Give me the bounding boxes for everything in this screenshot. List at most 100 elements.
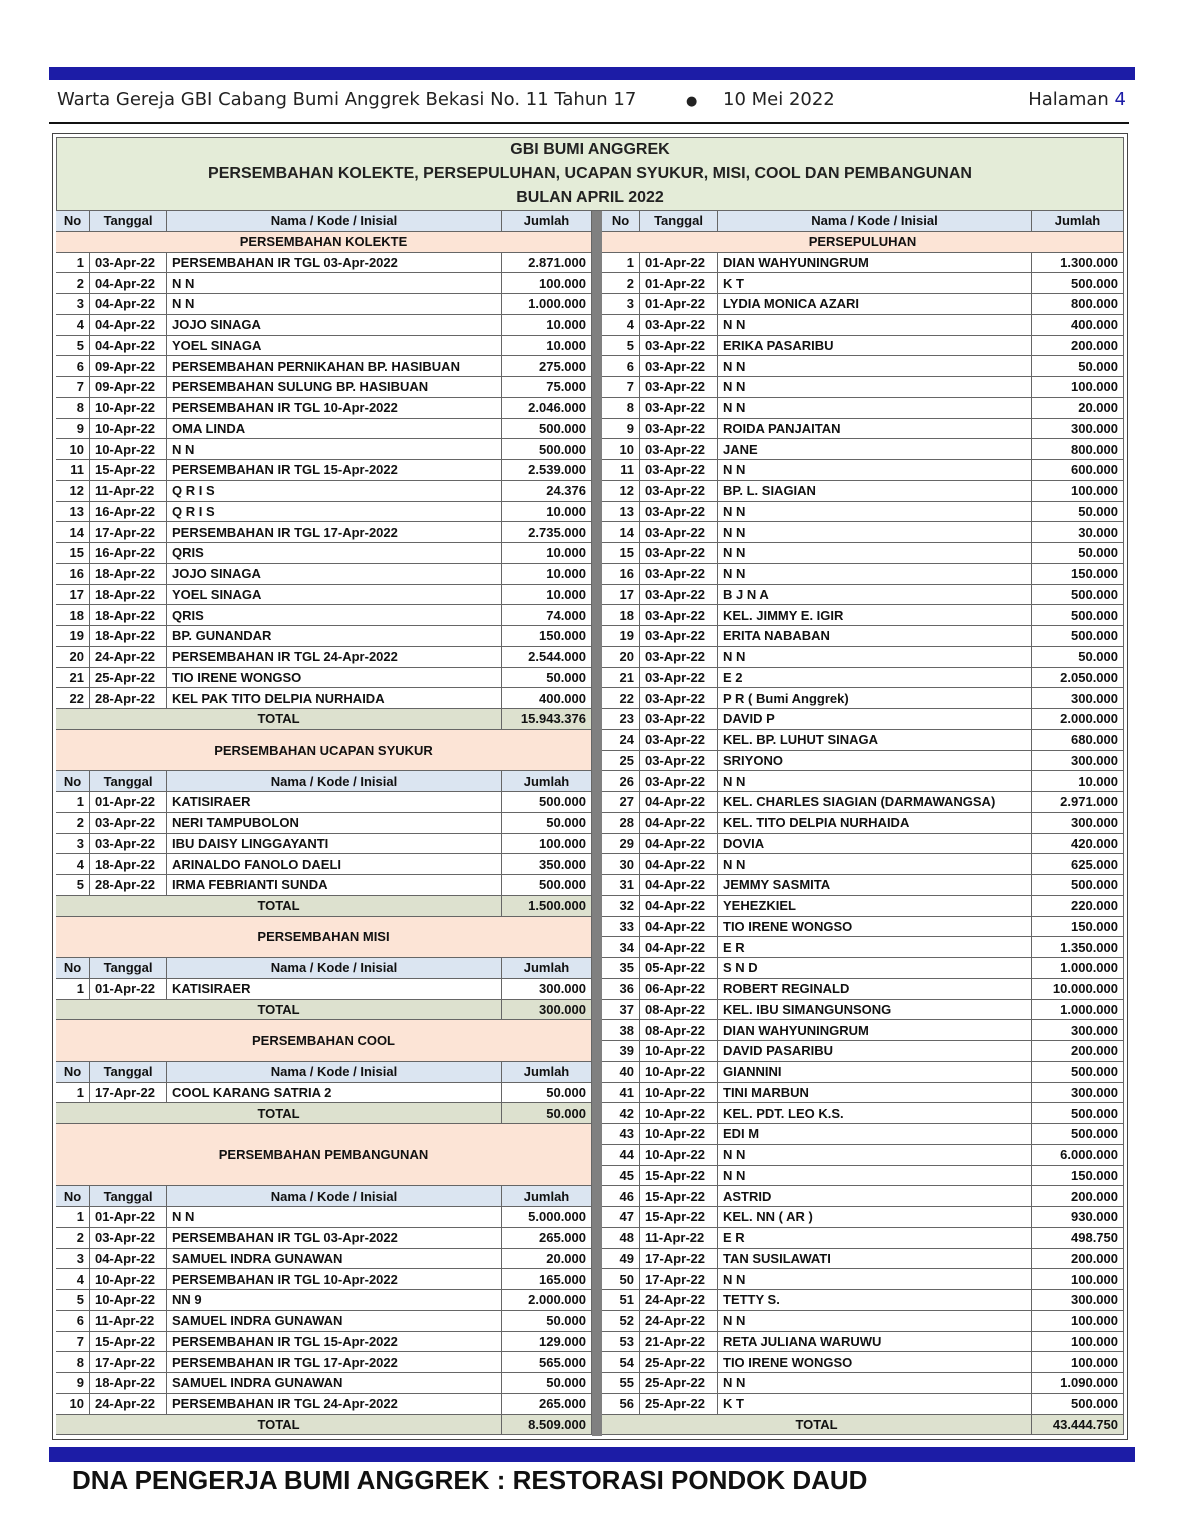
cell: N N (718, 1144, 1032, 1166)
cell: 300.000 (1032, 418, 1124, 440)
cell: 01-Apr-22 (640, 294, 718, 315)
cell: N N (718, 1310, 1032, 1332)
cell: 17 (602, 584, 640, 606)
cell: 200.000 (1032, 1248, 1124, 1270)
cell: 21 (56, 667, 90, 689)
cell: 16-Apr-22 (90, 543, 167, 564)
section-title: PERSEPULUHAN (602, 231, 1124, 253)
cell: 53 (602, 1331, 640, 1353)
cell: YOEL SINAGA (167, 335, 502, 357)
cell: 24-Apr-22 (90, 1393, 167, 1415)
cell: PERSEMBAHAN PERNIKAHAN BP. HASIBUAN (167, 356, 502, 377)
cell: N N (718, 314, 1032, 336)
cell: NN 9 (167, 1290, 502, 1311)
cell: 17 (56, 584, 90, 606)
cell: 04-Apr-22 (640, 812, 718, 834)
cell: BP. GUNANDAR (167, 626, 502, 647)
cell: PERSEMBAHAN IR TGL 03-Apr-2022 (167, 252, 502, 274)
section-title: PERSEMBAHAN UCAPAN SYUKUR (56, 729, 592, 772)
section-title: PERSEMBAHAN KOLEKTE (56, 231, 592, 253)
total-value: 1.500.000 (502, 895, 592, 917)
cell: K T (718, 1393, 1032, 1415)
cell: 17-Apr-22 (640, 1248, 718, 1270)
cell: N N (167, 273, 502, 294)
cell: ROIDA PANJAITAN (718, 418, 1032, 440)
cell: N N (167, 439, 502, 460)
cell: 24-Apr-22 (90, 646, 167, 668)
cell: SRIYONO (718, 750, 1032, 772)
cell: 50.000 (1032, 356, 1124, 377)
cell: TAN SUSILAWATI (718, 1248, 1032, 1270)
cell: PERSEMBAHAN IR TGL 15-Apr-2022 (167, 1331, 502, 1353)
cell: 24.376 (502, 480, 592, 502)
cell: OMA LINDA (167, 418, 502, 440)
cell: N N (718, 543, 1032, 564)
column-header: No (56, 958, 90, 979)
cell: 300.000 (1032, 750, 1124, 772)
cell: S N D (718, 958, 1032, 979)
cell: 50.000 (1032, 646, 1124, 668)
cell: PERSEMBAHAN IR TGL 10-Apr-2022 (167, 1269, 502, 1290)
column-header: Nama / Kode / Inisial (167, 958, 502, 979)
cell: 15-Apr-22 (90, 460, 167, 481)
cell: 500.000 (1032, 605, 1124, 626)
column-header: Nama / Kode / Inisial (167, 211, 502, 232)
column-header: Jumlah (502, 958, 592, 979)
cell: 11-Apr-22 (640, 1227, 718, 1249)
total-label: TOTAL (56, 709, 502, 730)
cell: 420.000 (1032, 833, 1124, 855)
cell: ERITA NABABAN (718, 626, 1032, 647)
cell: PERSEMBAHAN IR TGL 24-Apr-2022 (167, 646, 502, 668)
cell: 9 (56, 418, 90, 440)
cell: 10.000 (502, 314, 592, 336)
cell: 9 (602, 418, 640, 440)
cell: 45 (602, 1165, 640, 1187)
cell: 200.000 (1032, 1186, 1124, 1207)
cell: 12 (56, 480, 90, 502)
cell: N N (167, 294, 502, 315)
column-header: Nama / Kode / Inisial (167, 1186, 502, 1207)
cell: 04-Apr-22 (90, 294, 167, 315)
cell: 800.000 (1032, 439, 1124, 460)
cell: N N (718, 501, 1032, 523)
cell: 2.000.000 (502, 1290, 592, 1311)
cell: 40 (602, 1061, 640, 1083)
cell: N N (718, 397, 1032, 419)
cell: 03-Apr-22 (640, 543, 718, 564)
cell: 2.735.000 (502, 522, 592, 543)
cell: 08-Apr-22 (640, 1020, 718, 1041)
page-label: Halaman (1028, 89, 1109, 110)
cell: 100.000 (502, 833, 592, 855)
cell: 17-Apr-22 (90, 1082, 167, 1104)
total-value: 15.943.376 (502, 709, 592, 730)
cell: 50.000 (502, 1082, 592, 1104)
cell: N N (718, 460, 1032, 481)
cell: 5 (56, 1290, 90, 1311)
date: 10 Mei 2022 (723, 89, 835, 110)
cell: 03-Apr-22 (640, 667, 718, 689)
cell: KEL PAK TITO DELPIA NURHAIDA (167, 688, 502, 709)
cell: 52 (602, 1310, 640, 1332)
cell: 03-Apr-22 (640, 709, 718, 730)
cell: 265.000 (502, 1393, 592, 1415)
cell: 03-Apr-22 (640, 501, 718, 523)
cell: 2 (56, 812, 90, 834)
cell: 100.000 (1032, 1331, 1124, 1353)
cell: 5 (602, 335, 640, 357)
column-header: No (56, 1061, 90, 1083)
cell: 500.000 (502, 875, 592, 896)
cell: Q R I S (167, 501, 502, 523)
rule (49, 122, 1129, 124)
cell: 47 (602, 1207, 640, 1228)
cell: 03-Apr-22 (640, 377, 718, 398)
cell: 06-Apr-22 (640, 978, 718, 1000)
cell: 1.350.000 (1032, 937, 1124, 958)
section-title: PERSEMBAHAN COOL (56, 1020, 592, 1062)
cell: 32 (602, 895, 640, 917)
cell: 16-Apr-22 (90, 501, 167, 523)
cell: 2.539.000 (502, 460, 592, 481)
cell: BP. L. SIAGIAN (718, 480, 1032, 502)
cell: 03-Apr-22 (640, 335, 718, 357)
cell: 03-Apr-22 (90, 252, 167, 274)
